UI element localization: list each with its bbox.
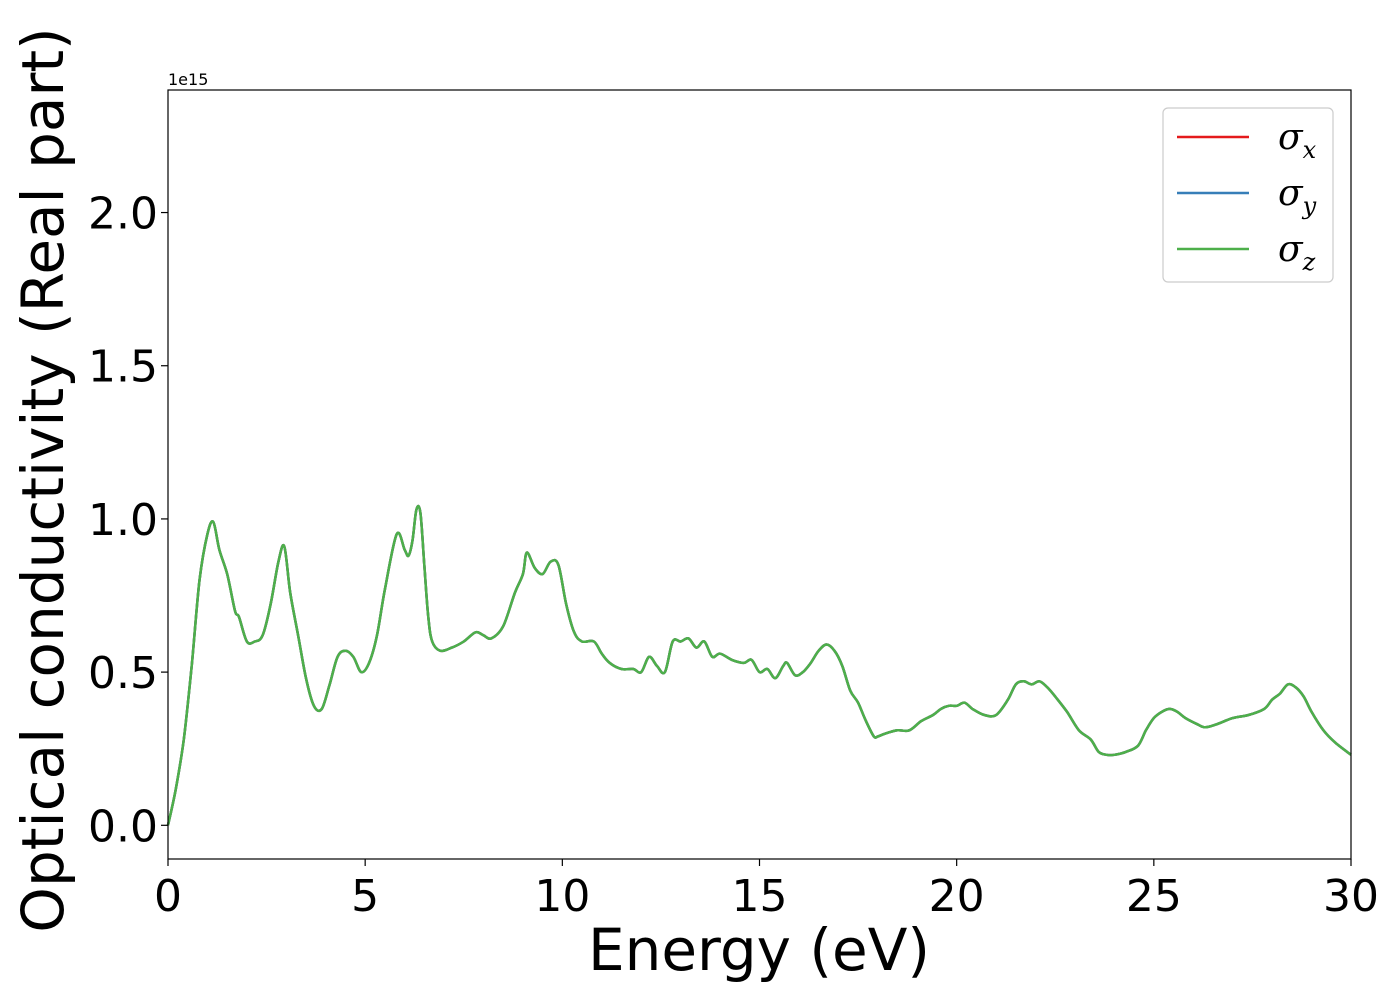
legend-box (1162, 107, 1334, 283)
x-tick-label: 20 (929, 871, 985, 922)
x-axis-label: Energy (eV) (588, 916, 930, 984)
y-tick-label: 2.0 (88, 189, 158, 240)
y-tick-label: 1.0 (88, 495, 158, 546)
x-tick-label: 10 (534, 871, 590, 922)
legend-label-z: σz (1278, 229, 1316, 276)
y-tick-label: 1.5 (88, 342, 158, 393)
y-axis: 0.0 0.5 1.0 1.5 2.0 (88, 189, 168, 852)
legend: σx σy σz (1162, 107, 1334, 283)
x-axis: 0 5 10 15 20 25 30 (154, 859, 1379, 922)
y-offset-label: 1e15 (168, 70, 208, 89)
legend-label-y: σy (1278, 173, 1317, 220)
x-tick-label: 25 (1126, 871, 1182, 922)
x-tick-label: 15 (732, 871, 788, 922)
x-tick-label: 5 (351, 871, 379, 922)
legend-label-x: σx (1278, 117, 1317, 164)
y-tick-label: 0.5 (88, 648, 158, 699)
x-tick-label: 30 (1323, 871, 1379, 922)
y-tick-label: 0.0 (88, 801, 158, 852)
x-tick-label: 0 (154, 871, 182, 922)
y-axis-label: Optical conductivity (Real part) (9, 27, 77, 932)
series-layer (166, 504, 1352, 826)
series-line-z (166, 504, 1352, 826)
